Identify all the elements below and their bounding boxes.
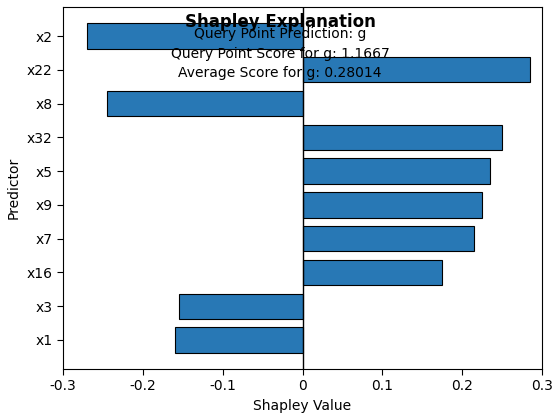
Y-axis label: Predictor: Predictor: [7, 157, 21, 219]
Text: Shapley Explanation: Shapley Explanation: [185, 13, 375, 31]
Bar: [302, 158, 490, 184]
Bar: [302, 125, 502, 150]
Bar: [302, 226, 474, 251]
Bar: [175, 327, 302, 353]
Bar: [179, 294, 302, 319]
Text: Query Point Prediction: g
Query Point Score for g: 1.1667
Average Score for g: 0: Query Point Prediction: g Query Point Sc…: [171, 27, 389, 80]
Bar: [302, 260, 442, 285]
Bar: [302, 192, 482, 218]
Bar: [302, 57, 530, 82]
Bar: [107, 91, 302, 116]
Bar: [87, 24, 302, 49]
X-axis label: Shapley Value: Shapley Value: [254, 399, 352, 413]
